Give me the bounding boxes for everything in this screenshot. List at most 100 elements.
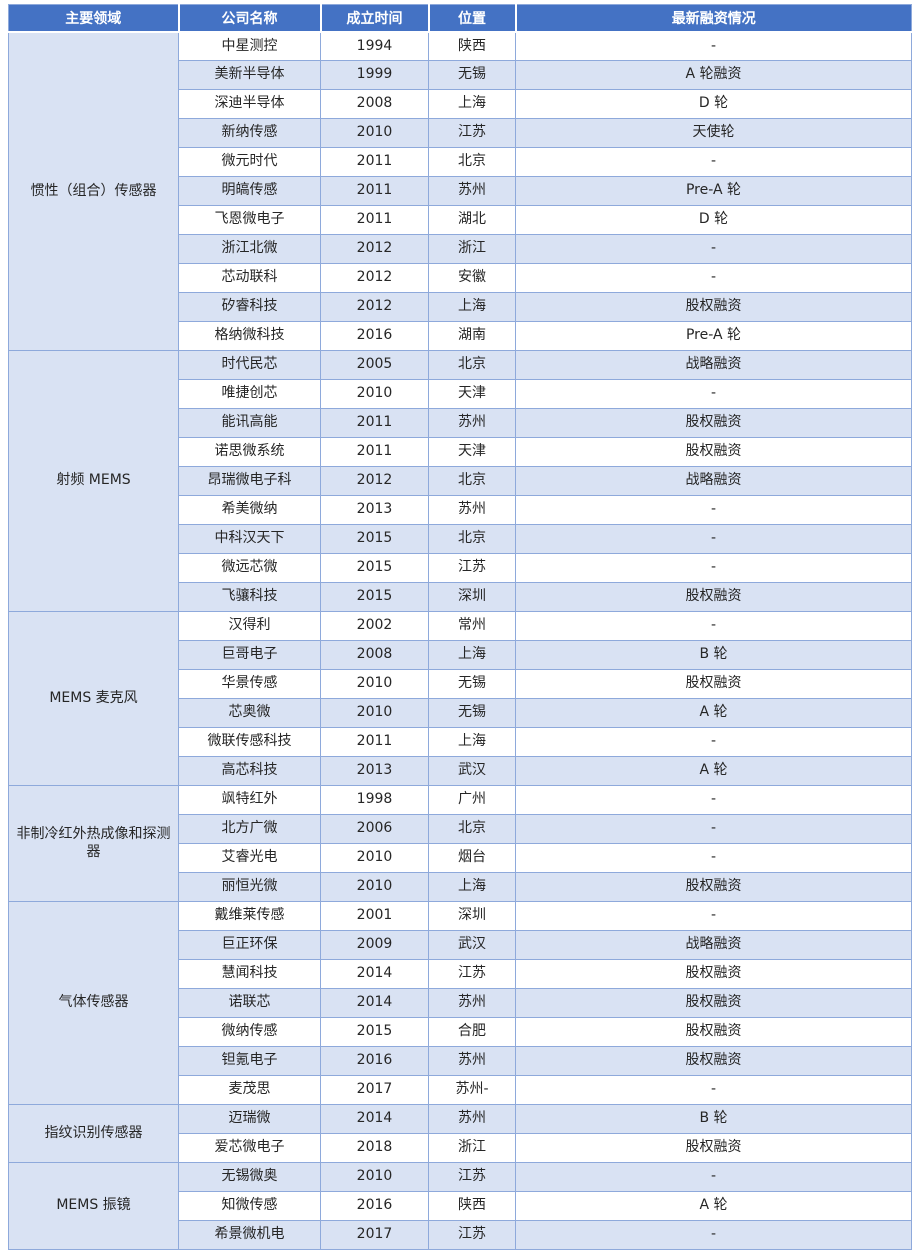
location-cell: 上海 bbox=[428, 640, 516, 670]
founded-cell: 2017 bbox=[320, 1220, 429, 1250]
table-row: 浙江北微 2012 浙江 - bbox=[9, 234, 912, 264]
founded-cell: 2011 bbox=[320, 437, 429, 467]
financing-cell: A 轮 bbox=[515, 756, 912, 786]
company-cell: 格纳微科技 bbox=[178, 321, 321, 351]
company-cell: 巨正环保 bbox=[178, 930, 321, 960]
company-cell: 飞恩微电子 bbox=[178, 205, 321, 235]
location-cell: 陕西 bbox=[428, 1191, 516, 1221]
location-cell: 陕西 bbox=[428, 31, 516, 61]
founded-cell: 2015 bbox=[320, 553, 429, 583]
financing-cell: 战略融资 bbox=[515, 350, 912, 380]
company-cell: 新纳传感 bbox=[178, 118, 321, 148]
founded-cell: 2006 bbox=[320, 814, 429, 844]
founded-cell: 2008 bbox=[320, 89, 429, 119]
company-cell: 深迪半导体 bbox=[178, 89, 321, 119]
table-row: 明皜传感 2011 苏州 Pre-A 轮 bbox=[9, 176, 912, 206]
financing-cell: - bbox=[515, 553, 912, 583]
company-cell: 知微传感 bbox=[178, 1191, 321, 1221]
founded-cell: 1994 bbox=[320, 31, 429, 61]
founded-cell: 2012 bbox=[320, 234, 429, 264]
table-row: 希景微机电 2017 江苏 - bbox=[9, 1220, 912, 1250]
table-row: 新纳传感 2010 江苏 天使轮 bbox=[9, 118, 912, 148]
founded-cell: 2015 bbox=[320, 582, 429, 612]
company-cell: 时代民芯 bbox=[178, 350, 321, 380]
founded-cell: 1999 bbox=[320, 60, 429, 90]
location-cell: 浙江 bbox=[428, 1133, 516, 1163]
col-header-company: 公司名称 bbox=[178, 4, 322, 33]
founded-cell: 2008 bbox=[320, 640, 429, 670]
financing-cell: A 轮 bbox=[515, 1191, 912, 1221]
financing-cell: 战略融资 bbox=[515, 930, 912, 960]
table-row: 艾睿光电 2010 烟台 - bbox=[9, 843, 912, 873]
company-cell: 飞骧科技 bbox=[178, 582, 321, 612]
location-cell: 上海 bbox=[428, 292, 516, 322]
field-cell: 惯性（组合）传感器 bbox=[8, 31, 179, 351]
company-cell: 诺联芯 bbox=[178, 988, 321, 1018]
financing-cell: 股权融资 bbox=[515, 292, 912, 322]
company-cell: 美新半导体 bbox=[178, 60, 321, 90]
field-cell: 非制冷红外热成像和探测器 bbox=[8, 785, 179, 902]
location-cell: 湖北 bbox=[428, 205, 516, 235]
location-cell: 江苏 bbox=[428, 1162, 516, 1192]
location-cell: 天津 bbox=[428, 437, 516, 467]
company-cell: 唯捷创芯 bbox=[178, 379, 321, 409]
financing-cell: 股权融资 bbox=[515, 988, 912, 1018]
financing-cell: 股权融资 bbox=[515, 669, 912, 699]
founded-cell: 2010 bbox=[320, 379, 429, 409]
financing-cell: - bbox=[515, 1162, 912, 1192]
location-cell: 烟台 bbox=[428, 843, 516, 873]
financing-cell: - bbox=[515, 727, 912, 757]
founded-cell: 2011 bbox=[320, 147, 429, 177]
table-row: 微元时代 2011 北京 - bbox=[9, 147, 912, 177]
location-cell: 苏州 bbox=[428, 1104, 516, 1134]
table-row: MEMS 麦克风 汉得利 2002 常州 - bbox=[8, 611, 912, 786]
company-cell: 无锡微奥 bbox=[178, 1162, 321, 1192]
company-cell: 艾睿光电 bbox=[178, 843, 321, 873]
financing-cell: - bbox=[515, 234, 912, 264]
table-row: 爱芯微电子 2018 浙江 股权融资 bbox=[9, 1133, 912, 1163]
financing-cell: 股权融资 bbox=[515, 408, 912, 438]
financing-cell: Pre-A 轮 bbox=[515, 321, 912, 351]
location-cell: 江苏 bbox=[428, 553, 516, 583]
mems-companies-table: 主要领域 公司名称 成立时间 位置 最新融资情况 惯性（组合）传感器 中星测控 1994 陕西… bbox=[8, 4, 912, 1250]
company-cell: 希美微纳 bbox=[178, 495, 321, 525]
founded-cell: 2011 bbox=[320, 176, 429, 206]
founded-cell: 2010 bbox=[320, 698, 429, 728]
founded-cell: 2013 bbox=[320, 495, 429, 525]
location-cell: 深圳 bbox=[428, 582, 516, 612]
founded-cell: 2016 bbox=[320, 1046, 429, 1076]
col-header-location: 位置 bbox=[428, 4, 517, 33]
table-row: 飞恩微电子 2011 湖北 D 轮 bbox=[9, 205, 912, 235]
financing-cell: 天使轮 bbox=[515, 118, 912, 148]
location-cell: 北京 bbox=[428, 147, 516, 177]
financing-cell: D 轮 bbox=[515, 205, 912, 235]
location-cell: 无锡 bbox=[428, 698, 516, 728]
founded-cell: 2012 bbox=[320, 292, 429, 322]
company-cell: 微联传感科技 bbox=[178, 727, 321, 757]
mems-companies-table-wrap: 主要领域 公司名称 成立时间 位置 最新融资情况 惯性（组合）传感器 中星测控 1994 陕西… bbox=[8, 4, 912, 1250]
table-row: 巨正环保 2009 武汉 战略融资 bbox=[9, 930, 912, 960]
table-row: 能讯高能 2011 苏州 股权融资 bbox=[9, 408, 912, 438]
founded-cell: 2011 bbox=[320, 408, 429, 438]
founded-cell: 2002 bbox=[320, 611, 429, 641]
location-cell: 合肥 bbox=[428, 1017, 516, 1047]
col-header-founded: 成立时间 bbox=[320, 4, 430, 33]
founded-cell: 2017 bbox=[320, 1075, 429, 1105]
company-cell: 明皜传感 bbox=[178, 176, 321, 206]
location-cell: 武汉 bbox=[428, 756, 516, 786]
founded-cell: 1998 bbox=[320, 785, 429, 815]
founded-cell: 2009 bbox=[320, 930, 429, 960]
financing-cell: - bbox=[515, 263, 912, 293]
company-cell: 北方广微 bbox=[178, 814, 321, 844]
financing-cell: B 轮 bbox=[515, 640, 912, 670]
table-row: 希美微纳 2013 苏州 - bbox=[9, 495, 912, 525]
table-row: 微纳传感 2015 合肥 股权融资 bbox=[9, 1017, 912, 1047]
company-cell: 芯奥微 bbox=[178, 698, 321, 728]
company-cell: 诺思微系统 bbox=[178, 437, 321, 467]
financing-cell: 股权融资 bbox=[515, 1046, 912, 1076]
founded-cell: 2012 bbox=[320, 263, 429, 293]
location-cell: 上海 bbox=[428, 872, 516, 902]
location-cell: 苏州 bbox=[428, 988, 516, 1018]
company-cell: 矽睿科技 bbox=[178, 292, 321, 322]
founded-cell: 2010 bbox=[320, 872, 429, 902]
